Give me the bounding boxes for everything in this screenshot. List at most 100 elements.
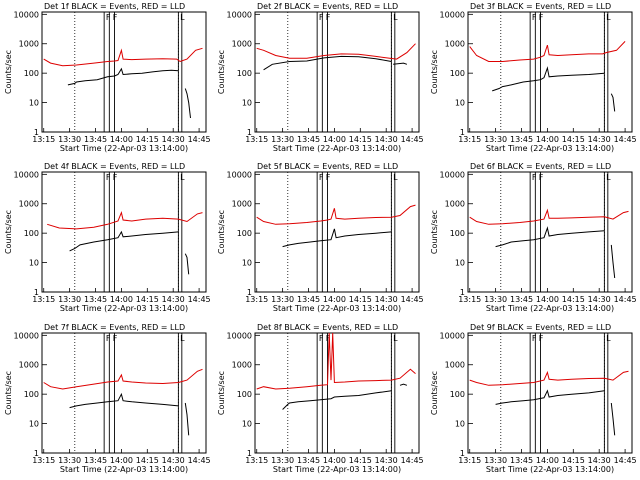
y-tick-label: 100 bbox=[24, 69, 39, 78]
panel-title: Det 1f BLACK = Events, RED = LLD bbox=[44, 2, 185, 11]
x-tick-label: 14:30 bbox=[588, 456, 611, 465]
panel-title: Det 2f BLACK = Events, RED = LLD bbox=[257, 2, 398, 11]
y-tick-label: 1000 bbox=[445, 200, 465, 209]
x-tick-label: 14:45 bbox=[614, 295, 637, 304]
y-tick-label: 1 bbox=[34, 288, 39, 297]
y-tick-label: 1000 bbox=[19, 40, 39, 49]
x-tick-label: 14:45 bbox=[401, 135, 424, 144]
x-tick-label: 13:15 bbox=[32, 295, 55, 304]
marker-label: F bbox=[326, 173, 331, 182]
x-tick-label: 14:45 bbox=[188, 456, 211, 465]
plot-frame bbox=[41, 11, 207, 133]
chart-panel-4: Det 4f BLACK = Events, RED = LLD F F L 1 10 10… bbox=[4, 162, 211, 313]
y-tick-label: 1000 bbox=[445, 361, 465, 370]
marker-label: L bbox=[180, 334, 185, 343]
y-tick-label: 1000 bbox=[232, 40, 252, 49]
y-tick-label: 1 bbox=[247, 128, 252, 137]
y-tick-label: 1000 bbox=[19, 361, 39, 370]
x-tick-label: 13:30 bbox=[484, 135, 507, 144]
y-tick-label: 10 bbox=[242, 420, 252, 429]
lld-series-line bbox=[43, 368, 203, 390]
events-series-line-late bbox=[184, 402, 190, 436]
x-tick-label: 14:45 bbox=[614, 456, 637, 465]
events-series-line-late bbox=[610, 402, 616, 436]
panel-title: Det 4f BLACK = Events, RED = LLD bbox=[44, 162, 185, 171]
y-axis-label: Counts/sec bbox=[430, 50, 439, 94]
y-axis-label: Counts/sec bbox=[4, 371, 13, 415]
x-tick-label: 14:45 bbox=[614, 135, 637, 144]
y-tick-label: 100 bbox=[450, 69, 465, 78]
panel-title: Det 7f BLACK = Events, RED = LLD bbox=[44, 323, 185, 332]
x-tick-label: 14:30 bbox=[375, 456, 398, 465]
panel-title: Det 3f BLACK = Events, RED = LLD bbox=[470, 2, 611, 11]
y-tick-label: 10000 bbox=[227, 170, 252, 179]
plot-frame bbox=[41, 332, 207, 454]
y-tick-label: 10000 bbox=[227, 331, 252, 340]
plot-frame bbox=[254, 11, 420, 133]
y-tick-label: 100 bbox=[24, 390, 39, 399]
x-tick-label: 14:00 bbox=[323, 456, 346, 465]
x-tick-label: 14:45 bbox=[401, 456, 424, 465]
x-tick-label: 13:15 bbox=[245, 456, 268, 465]
marker-label: F bbox=[539, 334, 544, 343]
marker-label: F bbox=[113, 13, 118, 22]
chart-panel-6: Det 6f BLACK = Events, RED = LLD F F L 1 10 10… bbox=[430, 162, 637, 313]
lld-series-line bbox=[256, 204, 416, 225]
y-tick-label: 1000 bbox=[232, 361, 252, 370]
events-series-line bbox=[263, 55, 392, 71]
y-tick-label: 100 bbox=[450, 390, 465, 399]
events-series-line-late bbox=[184, 88, 191, 119]
panel-title: Det 6f BLACK = Events, RED = LLD bbox=[470, 162, 611, 171]
plot-frame bbox=[467, 171, 633, 293]
marker-label: L bbox=[180, 173, 185, 182]
y-tick-label: 1 bbox=[460, 128, 465, 137]
y-tick-label: 1 bbox=[34, 128, 39, 137]
y-tick-label: 10000 bbox=[440, 170, 465, 179]
x-tick-label: 13:15 bbox=[458, 456, 481, 465]
plot-frame bbox=[467, 332, 633, 454]
y-tick-label: 1000 bbox=[445, 40, 465, 49]
x-tick-label: 14:15 bbox=[136, 456, 159, 465]
events-series-line bbox=[495, 389, 605, 405]
marker-label: F bbox=[326, 13, 331, 22]
x-tick-label: 14:15 bbox=[349, 295, 372, 304]
chart-panel-8: Det 8f BLACK = Events, RED = LLD F F L 1 10 10… bbox=[217, 323, 424, 474]
y-tick-label: 1000 bbox=[232, 200, 252, 209]
y-tick-label: 100 bbox=[237, 69, 252, 78]
x-tick-label: 13:15 bbox=[458, 295, 481, 304]
chart-panel-3: Det 3f BLACK = Events, RED = LLD F F L 1 10 10… bbox=[430, 2, 637, 153]
x-tick-label: 14:15 bbox=[562, 456, 585, 465]
marker-label: F bbox=[532, 13, 537, 22]
y-tick-label: 10 bbox=[29, 420, 39, 429]
y-tick-label: 1 bbox=[460, 449, 465, 458]
marker-label: F bbox=[326, 334, 331, 343]
x-tick-label: 14:15 bbox=[349, 135, 372, 144]
events-series-line bbox=[282, 228, 392, 248]
events-series-line bbox=[69, 392, 179, 409]
x-tick-label: 14:30 bbox=[375, 135, 398, 144]
chart-panel-2: Det 2f BLACK = Events, RED = LLD F F L 1 10 10… bbox=[217, 2, 424, 153]
plot-frame bbox=[41, 171, 207, 293]
y-axis-label: Counts/sec bbox=[217, 371, 226, 415]
panel-title: Det 9f BLACK = Events, RED = LLD bbox=[470, 323, 611, 332]
y-tick-label: 1 bbox=[34, 449, 39, 458]
y-axis-label: Counts/sec bbox=[217, 210, 226, 254]
x-tick-label: 13:30 bbox=[484, 456, 507, 465]
chart-panel-5: Det 5f BLACK = Events, RED = LLD F F L 1 10 10… bbox=[217, 162, 424, 313]
x-tick-label: 13:45 bbox=[510, 295, 533, 304]
x-tick-label: 14:00 bbox=[323, 135, 346, 144]
marker-label: F bbox=[539, 173, 544, 182]
x-axis-label: Start Time (22-Apr-03 13:14:00) bbox=[486, 304, 614, 313]
events-series-line-late bbox=[399, 383, 408, 386]
events-series-line-late bbox=[393, 62, 408, 65]
marker-label: F bbox=[532, 334, 537, 343]
y-axis-label: Counts/sec bbox=[217, 50, 226, 94]
x-tick-label: 14:15 bbox=[562, 135, 585, 144]
plot-frame bbox=[467, 11, 633, 133]
y-tick-label: 100 bbox=[237, 229, 252, 238]
x-axis-label: Start Time (22-Apr-03 13:14:00) bbox=[60, 144, 188, 153]
x-axis-label: Start Time (22-Apr-03 13:14:00) bbox=[486, 144, 614, 153]
marker-label: F bbox=[106, 173, 111, 182]
y-tick-label: 100 bbox=[450, 229, 465, 238]
x-tick-label: 13:30 bbox=[58, 295, 81, 304]
